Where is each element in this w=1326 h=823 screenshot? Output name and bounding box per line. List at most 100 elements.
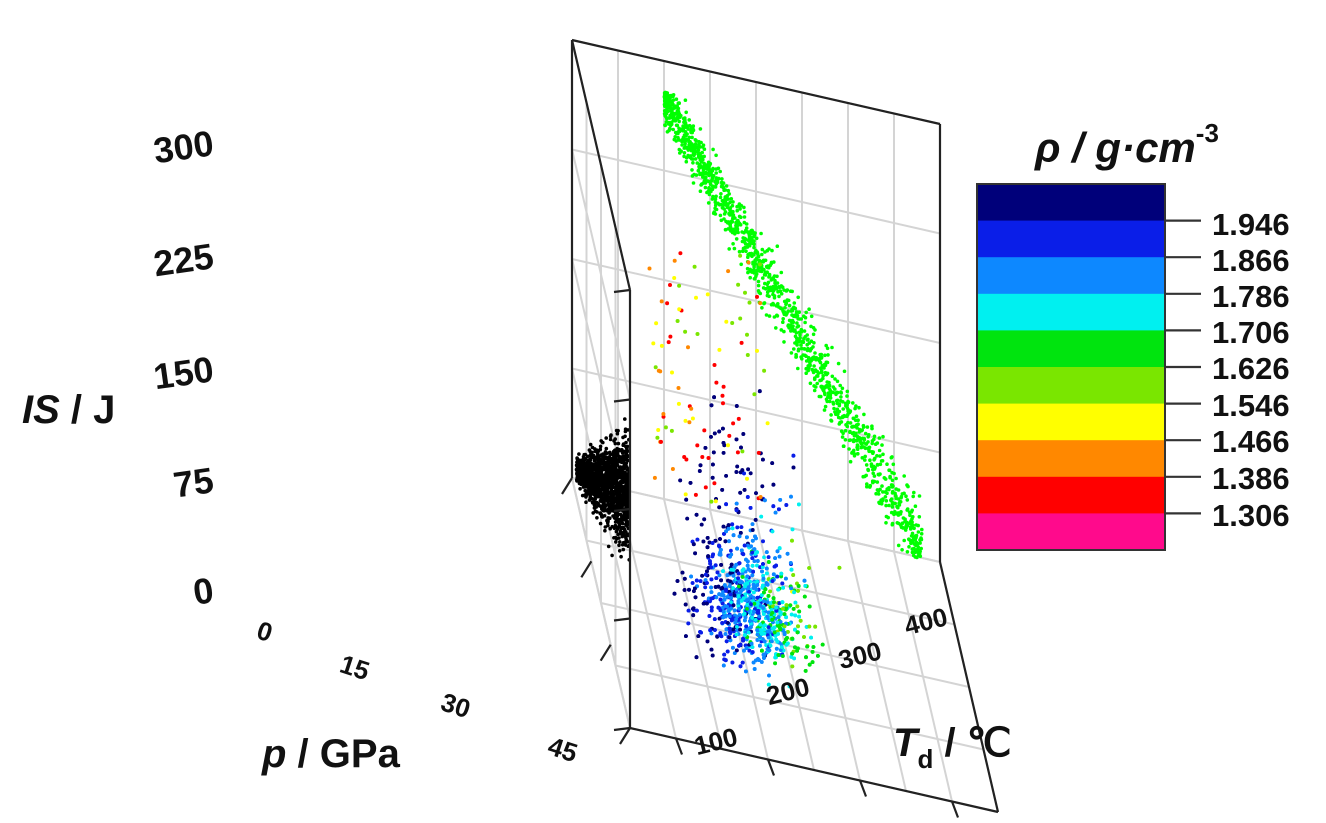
green-projection-point <box>792 329 796 333</box>
green-projection-point <box>703 181 708 185</box>
data-point <box>734 562 739 567</box>
data-point <box>776 587 781 592</box>
data-point <box>769 639 774 644</box>
green-projection-point <box>700 150 704 155</box>
black-projection-point <box>610 491 615 495</box>
data-point <box>760 484 765 489</box>
black-projection-point <box>610 459 614 464</box>
black-projection-point <box>588 483 593 487</box>
green-projection-point <box>833 387 837 391</box>
green-projection-point <box>860 445 864 449</box>
green-projection-point <box>677 119 681 124</box>
green-projection-point <box>893 501 897 506</box>
green-projection-point <box>844 404 848 408</box>
green-projection-point <box>694 142 698 146</box>
green-projection-point <box>728 200 732 205</box>
green-projection-point <box>800 339 805 344</box>
green-projection-point <box>829 413 833 417</box>
green-projection-point <box>682 151 687 155</box>
green-projection-point <box>742 215 747 219</box>
green-projection-point <box>890 478 895 483</box>
green-projection-point <box>803 335 807 339</box>
green-projection-point <box>826 391 831 395</box>
black-projection-point <box>598 460 603 465</box>
green-projection-point <box>810 367 814 372</box>
green-projection-point <box>734 237 739 241</box>
green-projection-point <box>905 524 910 528</box>
green-projection-point <box>823 391 827 396</box>
data-point <box>739 548 744 553</box>
green-projection-point <box>678 129 682 134</box>
black-projection-point <box>617 543 621 547</box>
grid-line <box>663 498 723 750</box>
green-projection-point <box>674 123 679 128</box>
data-point <box>759 514 764 519</box>
data-point <box>729 548 733 553</box>
data-point <box>722 597 727 602</box>
green-projection-point <box>863 458 867 462</box>
data-point <box>807 604 812 609</box>
black-projection-point <box>593 483 597 488</box>
green-projection-point <box>765 282 770 287</box>
data-point <box>767 648 772 653</box>
green-projection-point <box>834 399 839 403</box>
green-projection-point <box>894 494 898 499</box>
data-point <box>684 634 688 638</box>
data-point <box>766 610 771 615</box>
data-point <box>773 510 778 515</box>
green-projection-point <box>908 513 912 518</box>
black-projection-point <box>625 480 629 484</box>
data-point <box>807 566 811 570</box>
green-projection-point <box>899 496 903 500</box>
green-projection-point <box>878 487 882 492</box>
data-point <box>731 645 735 650</box>
green-projection-point <box>843 438 848 442</box>
green-projection-point <box>752 245 756 250</box>
green-projection-point <box>698 172 702 177</box>
data-point <box>739 580 744 585</box>
green-projection-point <box>754 274 758 279</box>
green-projection-point <box>838 399 843 403</box>
data-point <box>712 395 716 400</box>
green-projection-point <box>842 414 847 419</box>
green-projection-point <box>719 218 724 223</box>
green-projection-point <box>763 258 768 263</box>
data-point <box>730 522 735 527</box>
data-point <box>729 562 734 567</box>
data-point <box>738 490 743 495</box>
data-point <box>705 545 710 550</box>
data-point <box>750 573 755 578</box>
green-projection-point <box>893 491 897 496</box>
green-projection-point <box>898 500 902 504</box>
black-projection-point <box>617 465 622 470</box>
green-projection-point <box>753 250 757 255</box>
green-projection-point <box>829 419 834 423</box>
green-projection-point <box>830 374 835 379</box>
black-projection-point <box>611 485 615 490</box>
data-point <box>742 488 747 492</box>
green-projection-point <box>729 209 733 213</box>
green-projection-point <box>881 434 885 439</box>
data-point <box>713 563 718 568</box>
green-projection-point <box>912 490 916 495</box>
black-projection-point <box>613 437 617 441</box>
black-projection-point <box>588 450 593 454</box>
data-point <box>764 566 769 571</box>
green-projection-point <box>901 516 906 520</box>
green-projection-point <box>865 425 870 429</box>
green-projection-point <box>863 431 868 436</box>
green-projection-point <box>679 149 683 153</box>
green-projection-point <box>663 90 668 95</box>
green-projection-point <box>778 306 783 311</box>
black-projection-point <box>598 467 603 472</box>
data-point <box>745 602 750 607</box>
black-projection-point <box>592 503 597 507</box>
green-projection-point <box>806 368 810 373</box>
green-projection-point <box>793 314 798 319</box>
green-projection-point <box>803 320 807 325</box>
data-point <box>721 426 725 431</box>
black-projection-point <box>624 472 629 476</box>
green-projection-point <box>887 486 891 490</box>
green-projection-point <box>695 161 700 165</box>
data-point <box>789 567 794 572</box>
